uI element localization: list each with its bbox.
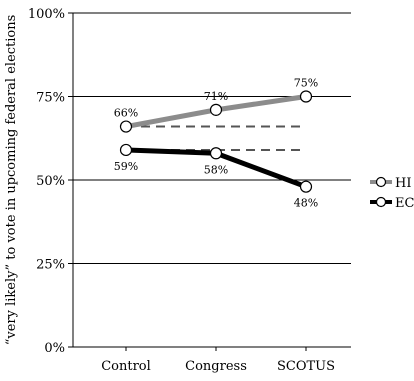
data-point-hi — [119, 120, 133, 133]
y-tick-label: 75% — [36, 91, 65, 106]
y-axis-title: “very likely” to vote in upcoming federa… — [4, 15, 19, 346]
data-point-ec — [209, 147, 223, 160]
axes: 0% 25% 50% 75% 100% Control Congress SCOTUS “ver… — [4, 7, 351, 374]
legend: HI EC — [370, 176, 414, 211]
data-label-ec: 58% — [204, 163, 228, 176]
data-label-hi: 71% — [204, 90, 228, 103]
data-label-ec: 48% — [294, 197, 318, 210]
data-point-hi — [209, 103, 223, 116]
x-tick-label: Congress — [185, 359, 247, 374]
legend-label-ec: EC — [395, 196, 414, 211]
series-lines — [119, 90, 313, 193]
data-point-ec — [299, 180, 313, 193]
legend-marker-hi — [375, 176, 387, 188]
data-label-hi: 75% — [294, 77, 318, 90]
data-label-hi: 66% — [114, 107, 138, 120]
y-tick-label: 0% — [44, 341, 65, 356]
gridlines — [73, 12, 351, 264]
x-tick-label: Control — [101, 359, 151, 374]
y-tick-label: 25% — [36, 258, 65, 273]
data-point-ec — [119, 143, 133, 157]
legend-label-hi: HI — [395, 176, 411, 191]
reference-lines — [126, 125, 306, 151]
data-labels: 66% 71% 75% 59% 58% 48% — [114, 77, 318, 210]
y-tick-label: 50% — [36, 174, 65, 189]
y-tick-label: 100% — [28, 7, 65, 22]
data-point-hi — [299, 90, 313, 103]
x-tick-label: SCOTUS — [277, 359, 335, 374]
data-label-ec: 59% — [114, 160, 138, 173]
legend-marker-ec — [375, 196, 387, 208]
